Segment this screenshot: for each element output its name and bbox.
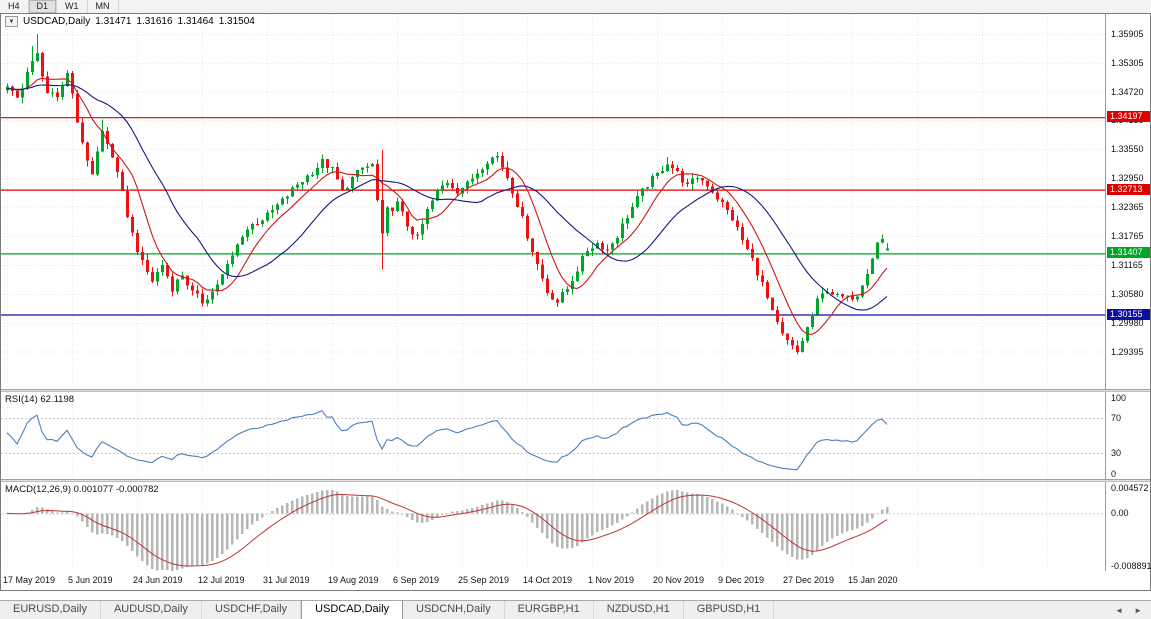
date-tick-label: 15 Jan 2020 — [848, 575, 898, 585]
date-tick-label: 14 Oct 2019 — [523, 575, 573, 585]
date-tick-label: 1 Nov 2019 — [588, 575, 635, 585]
chart-tabs: EURUSD,Daily AUDUSD,Daily USDCHF,Daily USDC… — [0, 601, 775, 619]
quote-open: 1.31471 — [95, 16, 132, 27]
rsi-line — [6, 410, 888, 471]
rsi-tick-label: 100 — [1111, 393, 1127, 403]
date-tick-label: 24 Jun 2019 — [133, 575, 183, 585]
date-tick-label: 9 Dec 2019 — [718, 575, 765, 585]
period-button-mn[interactable]: MN — [88, 0, 119, 13]
panel-splitter[interactable] — [1, 479, 1150, 482]
price-tick-label: 1.32950 — [1111, 173, 1144, 184]
quote-high: 1.31616 — [136, 16, 173, 27]
period-button-w1[interactable]: W1 — [57, 0, 88, 13]
date-axis: 17 May 2019 5 Jun 2019 24 Jun 2019 12 Jul 2… — [1, 571, 1105, 590]
sma-fast-line — [6, 77, 888, 335]
date-tick-label: 31 Jul 2019 — [263, 575, 310, 585]
rsi-tick-label: 0 — [1111, 469, 1117, 479]
macd-histogram — [6, 490, 889, 571]
chart-window: ▼ USDCAD,Daily 1.31471 1.31616 1.31464 1… — [0, 13, 1151, 591]
price-tick-label: 1.35305 — [1111, 58, 1144, 69]
quote-bar: ▼ USDCAD,Daily 1.31471 1.31616 1.31464 1… — [5, 16, 255, 27]
tabs-scroll-right-button[interactable]: ► — [1134, 605, 1142, 615]
price-tick-label: 1.31765 — [1111, 230, 1144, 241]
candlestick-series — [6, 34, 889, 355]
tab-eurusd-daily[interactable]: EURUSD,Daily — [0, 601, 101, 619]
date-tick-label: 17 May 2019 — [3, 575, 56, 585]
macd-tick-label: 0.004572 — [1111, 483, 1149, 493]
macd-tick-label: 0.00 — [1111, 508, 1129, 519]
panel-splitter[interactable] — [1, 389, 1150, 392]
quote-close: 1.31504 — [218, 16, 255, 27]
date-tick-label: 19 Aug 2019 — [328, 575, 379, 585]
tabs-scroll-left-button[interactable]: ◄ — [1115, 605, 1124, 615]
sma-slow-line — [6, 84, 888, 311]
date-tick-label: 20 Nov 2019 — [653, 575, 705, 585]
macd-signal-line — [6, 493, 888, 567]
price-tick-label: 1.32365 — [1111, 201, 1144, 212]
price-line-flag: 1.34197 — [1107, 111, 1150, 122]
tab-nzdusd-h1[interactable]: NZDUSD,H1 — [594, 601, 684, 619]
date-tick-label: 27 Dec 2019 — [783, 575, 835, 585]
tab-usdchf-daily[interactable]: USDCHF,Daily — [202, 601, 302, 619]
macd-indicator-chart[interactable] — [1, 482, 1105, 571]
date-tick-label: 6 Sep 2019 — [393, 575, 440, 585]
timeframe-toolbar: H4 D1 W1 MN — [0, 0, 1151, 13]
symbol-dropdown-icon[interactable]: ▼ — [5, 16, 18, 27]
date-tick-label: 25 Sep 2019 — [458, 575, 510, 585]
main-price-chart[interactable] — [1, 14, 1105, 389]
price-line-flag: 1.32713 — [1107, 184, 1150, 195]
quote-symbol: USDCAD,Daily — [23, 16, 91, 27]
price-tick-label: 1.34720 — [1111, 86, 1144, 97]
price-scale: 1.359051.353051.347201.341351.335501.329… — [1105, 14, 1151, 571]
price-tick-label: 1.35905 — [1111, 28, 1144, 39]
date-tick-label: 5 Jun 2019 — [68, 575, 113, 585]
quote-low: 1.31464 — [177, 16, 214, 27]
tab-gbpusd-h1[interactable]: GBPUSD,H1 — [684, 601, 775, 619]
tab-eurgbp-h1[interactable]: EURGBP,H1 — [505, 601, 594, 619]
price-tick-label: 1.30580 — [1111, 288, 1144, 299]
tab-usdcnh-daily[interactable]: USDCNH,Daily — [403, 601, 505, 619]
chart-tab-bar: EURUSD,Daily AUDUSD,Daily USDCHF,Daily USDC… — [0, 600, 1151, 619]
price-tick-label: 1.33550 — [1111, 143, 1144, 154]
rsi-indicator-chart[interactable] — [1, 392, 1105, 479]
rsi-tick-label: 70 — [1111, 413, 1122, 424]
price-tick-label: 1.29395 — [1111, 346, 1144, 357]
price-line-flag: 1.30155 — [1107, 309, 1150, 320]
date-tick-label: 12 Jul 2019 — [198, 575, 245, 585]
tab-usdcad-daily[interactable]: USDCAD,Daily — [301, 601, 404, 619]
tab-scroll-controls: ◄ ► — [1111, 601, 1151, 619]
tab-audusd-daily[interactable]: AUDUSD,Daily — [101, 601, 202, 619]
price-line-flag: 1.31407 — [1107, 247, 1150, 258]
price-tick-label: 1.29980 — [1111, 318, 1144, 329]
rsi-tick-label: 30 — [1111, 447, 1122, 458]
period-button-d1[interactable]: D1 — [28, 0, 58, 13]
price-tick-label: 1.31165 — [1111, 260, 1143, 271]
macd-indicator-label: MACD(12,26,9) 0.001077 -0.000782 — [5, 484, 159, 495]
period-button-h4[interactable]: H4 — [0, 0, 29, 13]
rsi-indicator-label: RSI(14) 62.1198 — [5, 394, 75, 405]
macd-tick-label: -0.008891 — [1111, 561, 1151, 571]
